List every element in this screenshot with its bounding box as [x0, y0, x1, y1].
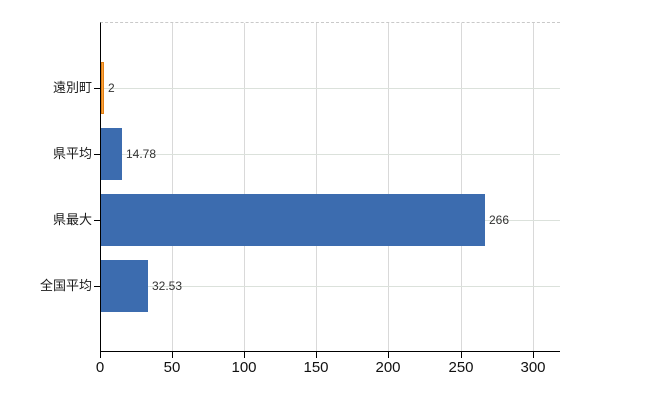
y-axis-tick [94, 154, 100, 155]
v-gridline [461, 23, 462, 351]
x-tick-label: 150 [303, 359, 329, 376]
v-gridline [244, 23, 245, 351]
bar [101, 62, 104, 114]
x-tick-label: 0 [95, 359, 105, 376]
y-axis-tick [94, 88, 100, 89]
v-gridline [388, 23, 389, 351]
x-axis-tick [316, 352, 317, 358]
v-gridline [172, 23, 173, 351]
value-label: 2 [108, 81, 115, 95]
category-label: 県最大 [52, 212, 92, 227]
x-axis-tick [388, 352, 389, 358]
value-label: 32.53 [152, 279, 183, 293]
bar [101, 194, 485, 246]
v-gridline [533, 23, 534, 351]
v-gridline [316, 23, 317, 351]
h-gridline [101, 88, 560, 89]
value-label: 266 [489, 213, 510, 227]
bar [101, 128, 122, 180]
x-tick-label: 300 [520, 359, 546, 376]
category-label: 全国平均 [39, 278, 92, 293]
x-tick-label: 50 [163, 359, 181, 376]
plot-area [100, 22, 560, 352]
x-tick-label: 250 [448, 359, 474, 376]
y-axis-tick [94, 220, 100, 221]
x-axis-tick [461, 352, 462, 358]
x-axis-tick [100, 352, 101, 358]
x-axis-tick [533, 352, 534, 358]
x-tick-label: 100 [231, 359, 257, 376]
value-label: 14.78 [126, 147, 157, 161]
bar [101, 260, 148, 312]
category-label: 県平均 [52, 146, 92, 161]
x-axis-tick [244, 352, 245, 358]
h-gridline [101, 154, 560, 155]
x-axis-tick [172, 352, 173, 358]
x-tick-label: 200 [375, 359, 401, 376]
category-label: 遠別町 [52, 80, 92, 95]
h-gridline [101, 286, 560, 287]
y-axis-tick [94, 286, 100, 287]
